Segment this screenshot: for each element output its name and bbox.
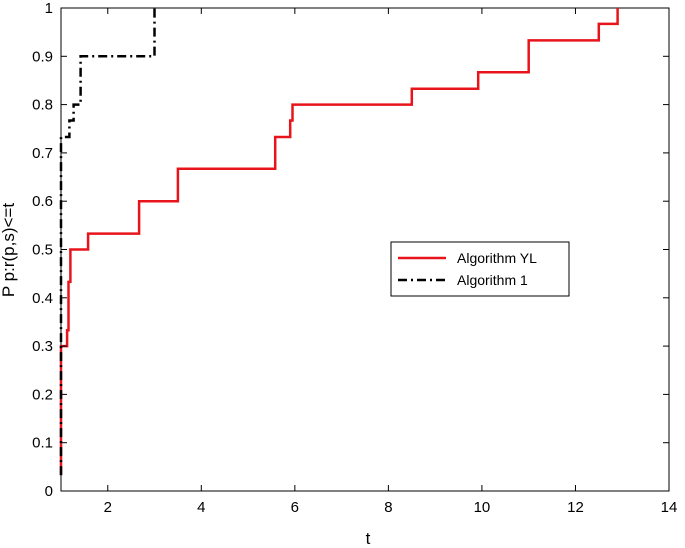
y-tick-label: 0.3: [32, 338, 53, 355]
y-axis-label: P p:r(p,s)<=t: [0, 203, 18, 297]
y-tick-label: 0.6: [32, 193, 53, 210]
legend: Algorithm YL Algorithm 1: [390, 241, 570, 297]
y-tick-label: 0.4: [32, 290, 53, 307]
x-tick-label: 12: [567, 499, 584, 516]
legend-entry-label: Algorithm YL: [457, 250, 537, 266]
y-tick-label: 1: [45, 0, 53, 17]
y-tick-label: 0.5: [32, 242, 53, 259]
legend-entry-label: Algorithm 1: [457, 272, 528, 288]
x-tick-label: 4: [197, 499, 205, 516]
x-tick-label: 6: [291, 499, 299, 516]
x-tick-label: 14: [661, 499, 678, 516]
plot-area: [60, 7, 670, 492]
x-tick-label: 2: [104, 499, 112, 516]
series-line-algorithm-yl: [59, 8, 619, 476]
x-tick-label: 8: [384, 499, 392, 516]
y-tick-label: 0.8: [32, 97, 53, 114]
y-tick-label: 0.7: [32, 145, 53, 162]
x-axis-label: t: [366, 529, 371, 548]
x-tick-label: 10: [474, 499, 491, 516]
y-tick-label: 0.2: [32, 386, 53, 403]
y-tick-label: 0.9: [32, 48, 53, 65]
y-tick-label: 0: [45, 483, 53, 500]
y-tick-label: 0.1: [32, 435, 53, 452]
series-line-algorithm-1: [59, 8, 156, 476]
legend-box: [390, 241, 570, 297]
